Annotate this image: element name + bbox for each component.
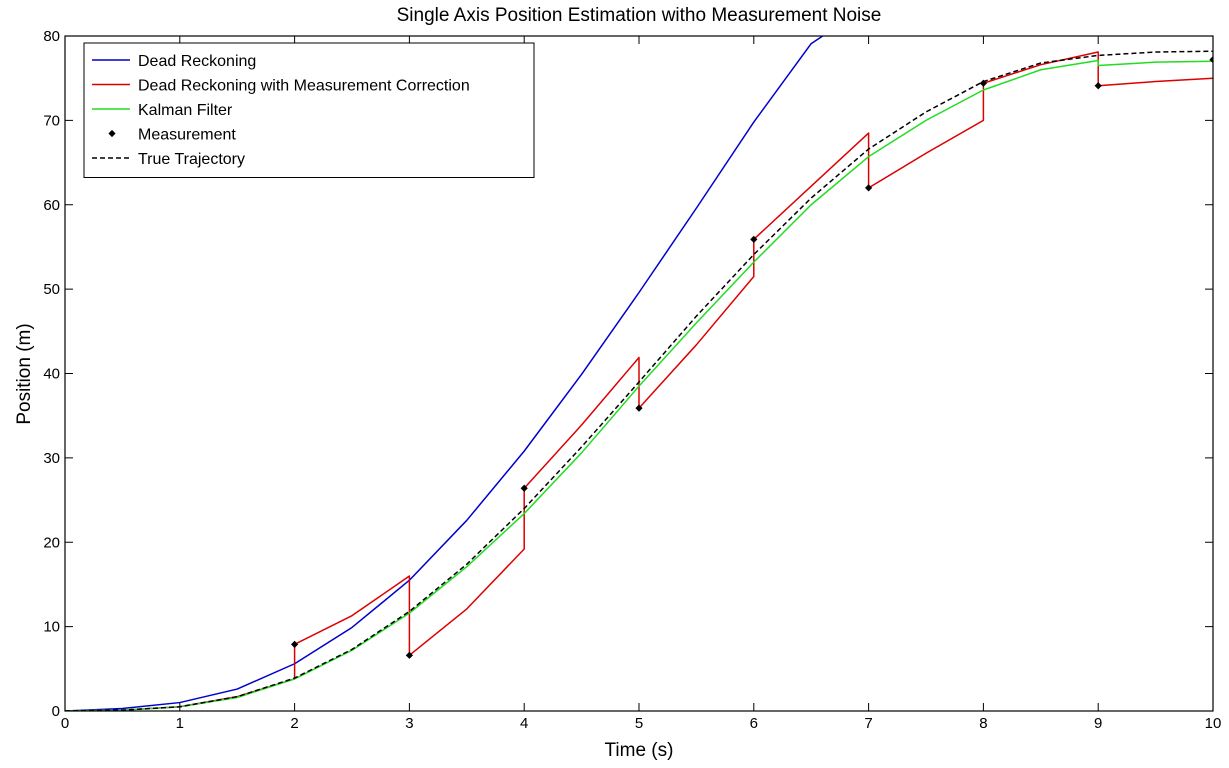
- legend-label-dead-reckoning: Dead Reckoning: [138, 53, 256, 70]
- x-axis-label: Time (s): [605, 740, 674, 761]
- legend-swatch-measurement: [108, 129, 116, 138]
- x-tick-label: 6: [750, 715, 758, 732]
- chart-title: Single Axis Position Estimation witho Me…: [397, 5, 882, 26]
- measurement-point: [865, 184, 873, 192]
- measurement-point: [750, 235, 758, 243]
- y-tick-label: 60: [43, 197, 60, 214]
- x-tick-label: 8: [979, 715, 987, 732]
- x-tick-label: 2: [290, 715, 298, 732]
- x-tick-label: 3: [405, 715, 413, 732]
- legend: Dead Reckoning Dead Reckoning with Measur…: [83, 42, 535, 178]
- measurement-point: [1094, 82, 1102, 90]
- axes: 0 1 2 3 4 5 6 7 8 9 10 0 10 20 30 40 50 60 70 80: [43, 28, 1221, 732]
- measurement-point: [291, 640, 299, 648]
- y-tick-label: 10: [43, 619, 60, 636]
- legend-label-kalman-filter: Kalman Filter: [138, 102, 233, 119]
- y-tick-label: 80: [43, 28, 60, 45]
- y-tick-label: 40: [43, 366, 60, 383]
- series-line-true-trajectory: [65, 50, 1213, 711]
- x-tick-label: 4: [520, 715, 528, 732]
- x-tick-label: 9: [1094, 715, 1102, 732]
- y-tick-label: 50: [43, 281, 60, 298]
- measurement-point: [979, 79, 987, 87]
- x-tick-label: 1: [176, 715, 184, 732]
- legend-box: [83, 42, 535, 178]
- measurement-point: [405, 651, 413, 659]
- x-tick-label: 5: [635, 715, 643, 732]
- measurement-point: [520, 484, 528, 492]
- series-line-kalman-filter: [65, 59, 1213, 711]
- legend-label-dead-reckoning-with-measurement-correction: Dead Reckoning with Measurement Correcti…: [138, 78, 470, 95]
- measurement-point: [635, 404, 643, 412]
- measurement-point: [1209, 56, 1213, 64]
- legend-label-true-trajectory: True Trajectory: [138, 151, 245, 168]
- y-tick-label: 30: [43, 450, 60, 467]
- x-tick-label: 0: [61, 715, 69, 732]
- y-tick-label: 20: [43, 534, 60, 551]
- legend-label-measurement: Measurement: [138, 127, 236, 144]
- y-axis-label: Position (m): [14, 323, 35, 424]
- y-tick-label: 0: [52, 703, 60, 720]
- series-line-dead-reckoning: [65, 36, 824, 711]
- plot-area: [65, 36, 1213, 711]
- x-tick-label: 10: [1205, 715, 1222, 732]
- x-tick-label: 7: [864, 715, 872, 732]
- y-tick-label: 70: [43, 112, 60, 129]
